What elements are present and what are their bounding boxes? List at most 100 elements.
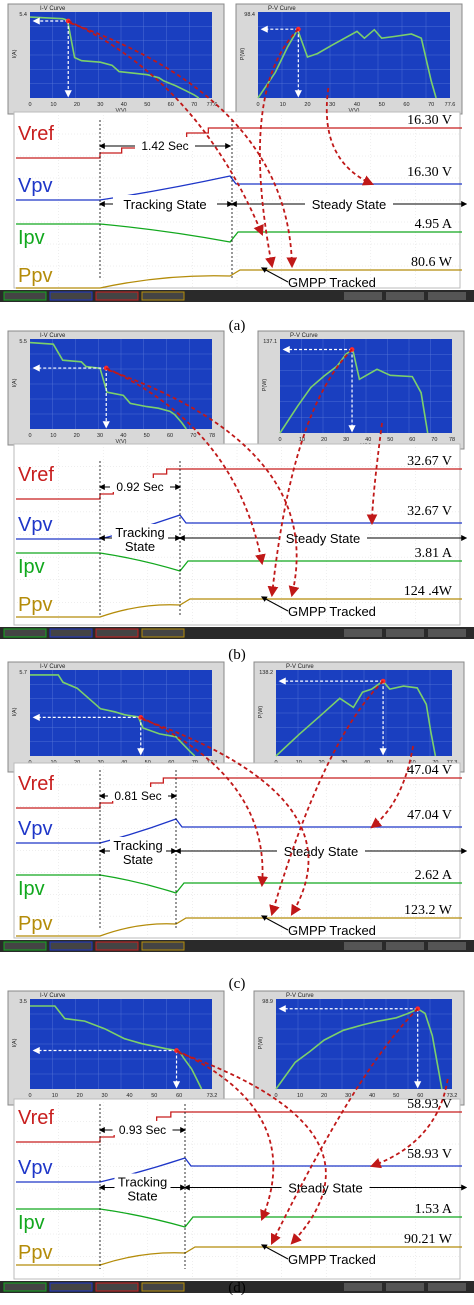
pv-x-tick-label: 50 (387, 437, 393, 443)
status-channel-box (3, 291, 47, 301)
iv-x-axis-label: V(V) (116, 108, 127, 114)
pv-x-tick-label: 40 (365, 437, 371, 443)
gmpp-tracked-label: GMPP Tracked (288, 1252, 376, 1267)
ipv-channel-label: Ipv (18, 227, 45, 249)
tracking-time-bg (135, 137, 195, 151)
pv-x-tick-label: 40 (369, 1093, 375, 1099)
scope-status-bar (0, 627, 474, 639)
iv-x-tick-label: 40 (121, 102, 127, 108)
status-channel-box (95, 628, 139, 638)
tracking-state-label-top: Tracking (118, 1175, 167, 1190)
pv-y-max-label: 98.4 (244, 12, 255, 18)
iv-x-axis-label: V(V) (116, 439, 127, 445)
status-info-box (386, 942, 424, 950)
ppv-channel-label: Ppv (18, 265, 52, 287)
status-info-box (386, 292, 424, 300)
pv-x-tick-label: 10 (299, 437, 305, 443)
iv-y-max-label: 5.4 (19, 12, 27, 18)
pv-x-tick-label: 30 (329, 102, 335, 108)
iv-x-tick-label: 50 (144, 102, 150, 108)
panel-b: I-V Curve 0 10 20 30 40 50 60 70 78 V(V) I(A) 5.5 P-V… (0, 329, 474, 647)
ppv-channel-label: Ppv (18, 594, 52, 616)
ipv-readout: 1.53 A (415, 1202, 453, 1217)
tracking-state-label-bottom: State (127, 1189, 157, 1204)
panel-d-svg: I-V Curve010203040506073.2V(V)I(A)3.5P-V… (0, 990, 474, 1293)
scope-screen: Vref 32.67 V Vpv 32.67 V Ipv 3.81 A Ppv 124 .4W… (13, 443, 468, 626)
pv-y-max-label: 138.2 (259, 670, 273, 676)
pv-x-tick-label: 70 (431, 437, 437, 443)
status-channel-box (49, 1282, 93, 1292)
ipv-readout: 4.95 A (415, 217, 453, 232)
status-channel-box (3, 1282, 47, 1292)
iv-plot-title: I-V Curve (40, 6, 66, 12)
pv-curve-line (275, 1007, 443, 1090)
iv-x-tick-label: 60 (168, 102, 174, 108)
vpv-channel-label: Vpv (18, 514, 52, 536)
scope-status-bar (0, 290, 474, 302)
vref-readout: 16.30 V (407, 113, 452, 128)
iv-plot-title: I-V Curve (40, 333, 66, 339)
pv-to-vpv-arrow (370, 745, 414, 829)
panel-d: I-V Curve010203040506073.2V(V)I(A)3.5P-V… (0, 987, 474, 1305)
iv-to-ipv-arrow (67, 20, 264, 236)
iv-x-tick-label: 20 (74, 102, 80, 108)
ipv-channel-label: Ipv (18, 556, 45, 578)
scope-screen: Vref 47.04 V Vpv 47.04 V Ipv 2.62 A Ppv 123.2 W… (13, 762, 468, 939)
pv-plot-title: P-V Curve (268, 6, 296, 12)
vpv-readout: 58.93 V (407, 1147, 452, 1162)
gmpp-tracked-label: GMPP Tracked (288, 275, 376, 290)
pv-y-axis-label: P(W) (258, 1037, 264, 1050)
tracking-state-label: Tracking State (123, 197, 206, 212)
ipv-readout: 3.81 A (415, 546, 453, 561)
pv-curve-line (257, 27, 437, 99)
iv-x-tick-label: 50 (151, 1093, 157, 1099)
pv-x-tick-label: 40 (354, 102, 360, 108)
pv-x-axis-label: V(V) (349, 108, 360, 114)
panel-0-pv-plot: P-V Curve 0 10 20 30 40 50 60 70 77.6 V(V) P(W) 98.4 (235, 3, 463, 115)
status-info-box (386, 629, 424, 637)
iv-y-axis-label: I(A) (12, 49, 18, 58)
pv-x-tick-label: 0 (274, 1093, 277, 1099)
ipv-trace (16, 874, 462, 894)
pv-to-ppv-arrow (267, 348, 353, 598)
vref-channel-label: Vref (18, 123, 54, 145)
iv-x-tick-label: 30 (97, 433, 103, 439)
ppv-channel-label: Ppv (18, 913, 52, 935)
iv-y-max-label: 3.5 (19, 999, 27, 1005)
pv-x-tick-label: 0 (256, 102, 259, 108)
ppv-readout: 80.6 W (411, 255, 453, 270)
iv-x-tick-label: 20 (77, 1093, 83, 1099)
iv-x-tick-label: 70 (190, 433, 196, 439)
scope-status-bar (0, 1281, 474, 1293)
caption-c: (c) (228, 976, 246, 992)
pv-to-ppv-arrow (259, 28, 299, 269)
pv-x-tick-label: 30 (345, 1093, 351, 1099)
pv-to-vpv-arrow (369, 1078, 449, 1169)
status-channel-box (95, 941, 139, 951)
pv-to-ppv-arrow (270, 1008, 419, 1245)
pv-x-tick-label: 78 (449, 437, 455, 443)
gmpp-pointer (260, 1244, 289, 1260)
iv-plot-title: I-V Curve (40, 993, 66, 999)
iv-x-tick-label: 78 (209, 433, 215, 439)
vref-readout: 32.67 V (407, 454, 452, 469)
caption-b: (b) (228, 647, 246, 663)
pv-y-max-label: 98.9 (262, 999, 273, 1005)
steady-state-bg (279, 529, 367, 545)
status-info-box (344, 292, 382, 300)
tracking-time-label: 1.42 Sec (141, 139, 188, 153)
pv-x-tick-label: 73.2 (447, 1093, 458, 1099)
iv-y-max-label: 5.7 (19, 670, 27, 676)
tracking-time-label: 0.92 Sec (116, 480, 163, 494)
iv-to-ipv-arrow (176, 1049, 275, 1221)
caption-d: (d) (228, 1280, 246, 1296)
vref-channel-label: Vref (18, 464, 54, 486)
iv-x-tick-label: 60 (167, 433, 173, 439)
iv-x-tick-label: 0 (28, 1093, 31, 1099)
iv-to-ppv-arrow (107, 369, 300, 598)
iv-x-tick-label: 73.2 (207, 1093, 218, 1099)
status-channel-box (49, 628, 93, 638)
